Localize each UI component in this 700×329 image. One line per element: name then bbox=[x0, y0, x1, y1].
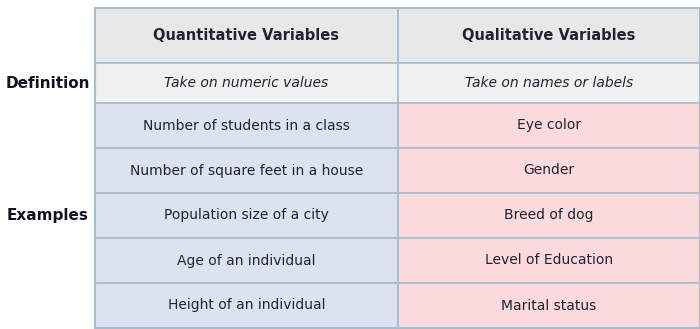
Bar bbox=[398, 63, 700, 103]
Text: Number of square feet in a house: Number of square feet in a house bbox=[130, 164, 363, 178]
Bar bbox=[95, 63, 398, 103]
Bar bbox=[95, 193, 398, 238]
Bar bbox=[398, 238, 700, 283]
Bar bbox=[95, 8, 398, 63]
Text: Take on numeric values: Take on numeric values bbox=[164, 76, 328, 90]
Text: Quantitative Variables: Quantitative Variables bbox=[153, 28, 340, 43]
Bar bbox=[95, 103, 398, 148]
Bar bbox=[95, 8, 700, 328]
Text: Level of Education: Level of Education bbox=[484, 254, 612, 267]
Text: Qualitative Variables: Qualitative Variables bbox=[462, 28, 636, 43]
Bar bbox=[398, 193, 700, 238]
Text: Population size of a city: Population size of a city bbox=[164, 209, 329, 222]
Text: Height of an individual: Height of an individual bbox=[167, 298, 325, 313]
Bar bbox=[95, 283, 398, 328]
Text: Number of students in a class: Number of students in a class bbox=[143, 118, 350, 133]
Bar bbox=[398, 103, 700, 148]
Text: Age of an individual: Age of an individual bbox=[177, 254, 316, 267]
Bar bbox=[95, 238, 398, 283]
Text: Gender: Gender bbox=[523, 164, 574, 178]
Bar bbox=[398, 8, 700, 63]
Text: Breed of dog: Breed of dog bbox=[504, 209, 594, 222]
Bar bbox=[95, 148, 398, 193]
Text: Definition: Definition bbox=[6, 75, 90, 90]
Bar bbox=[398, 283, 700, 328]
Text: Examples: Examples bbox=[6, 208, 88, 223]
Text: Marital status: Marital status bbox=[501, 298, 596, 313]
Bar bbox=[398, 148, 700, 193]
Text: Take on names or labels: Take on names or labels bbox=[465, 76, 633, 90]
Text: Eye color: Eye color bbox=[517, 118, 581, 133]
